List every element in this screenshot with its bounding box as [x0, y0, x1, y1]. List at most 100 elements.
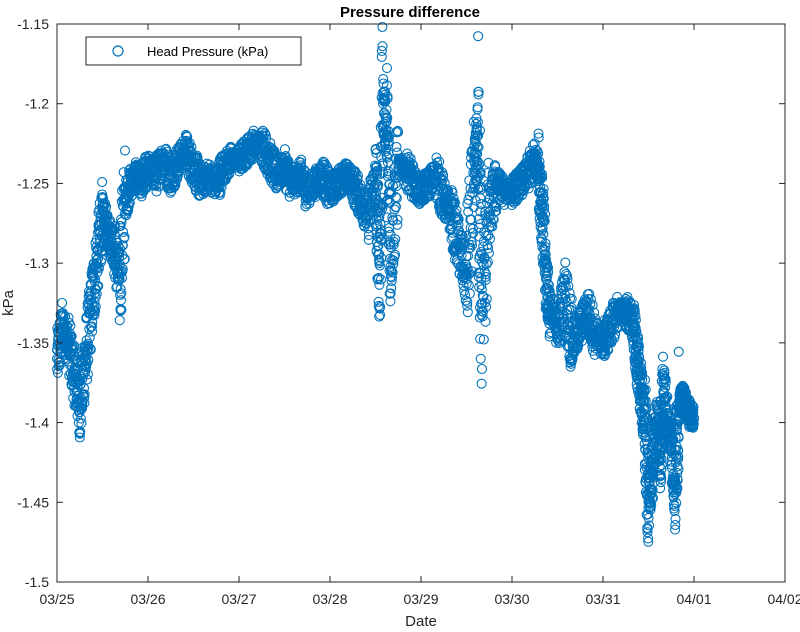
- data-point: [467, 223, 478, 234]
- data-point: [478, 334, 489, 345]
- data-point: [469, 181, 480, 192]
- data-point: [94, 233, 105, 244]
- data-point: [538, 228, 549, 240]
- data-point: [562, 324, 573, 336]
- data-point: [628, 321, 639, 332]
- data-point: [309, 178, 320, 189]
- data-point: [585, 293, 596, 305]
- data-point: [391, 193, 402, 204]
- data-point: [462, 263, 473, 274]
- data-point: [377, 160, 388, 171]
- data-point: [473, 86, 484, 97]
- data-point: [114, 274, 125, 285]
- data-point: [538, 188, 549, 199]
- data-point: [681, 401, 692, 412]
- data-point: [609, 332, 620, 344]
- data-point: [677, 393, 688, 404]
- data-point: [607, 335, 618, 346]
- data-point: [57, 297, 68, 309]
- data-point: [142, 162, 154, 173]
- data-point: [90, 284, 102, 295]
- legend-marker: [112, 45, 124, 57]
- data-point: [475, 353, 486, 364]
- y-tick-label: -1.3: [25, 255, 49, 271]
- data-point: [487, 221, 498, 232]
- data-point: [544, 305, 555, 317]
- data-point: [647, 484, 658, 495]
- data-point: [182, 131, 193, 142]
- data-point: [108, 242, 119, 253]
- data-point: [407, 159, 418, 170]
- data-point: [462, 307, 473, 318]
- data-point: [57, 321, 68, 332]
- data-point: [533, 132, 544, 143]
- y-tick-label: -1.35: [17, 335, 49, 351]
- data-point: [529, 154, 540, 165]
- data-point: [93, 281, 104, 292]
- data-point: [472, 104, 483, 115]
- data-point: [451, 212, 462, 224]
- data-point: [385, 296, 396, 307]
- data-point: [506, 186, 518, 197]
- data-point: [462, 300, 473, 311]
- data-point: [385, 265, 397, 276]
- data-point: [462, 250, 474, 261]
- data-point: [84, 332, 95, 343]
- data-point: [459, 289, 471, 300]
- data-point: [279, 144, 290, 155]
- x-tick-label: 03/30: [494, 591, 529, 607]
- data-point: [645, 483, 656, 494]
- data-point: [656, 453, 667, 464]
- data-point: [463, 243, 475, 254]
- data-point: [590, 313, 601, 324]
- data-point: [375, 274, 387, 285]
- data-point: [538, 193, 549, 204]
- data-point: [82, 369, 93, 380]
- data-point: [688, 418, 699, 430]
- data-point: [93, 263, 104, 274]
- y-tick-label: -1.5: [25, 574, 49, 590]
- data-point: [386, 265, 397, 277]
- data-point: [88, 261, 100, 272]
- data-point: [472, 141, 483, 152]
- data-point: [446, 210, 457, 221]
- data-point: [363, 229, 374, 240]
- data-point: [640, 430, 651, 441]
- data-point: [562, 273, 573, 285]
- y-tick-label: -1.2: [25, 96, 49, 112]
- data-point: [97, 210, 108, 221]
- data-point: [114, 315, 125, 326]
- data-point: [480, 274, 491, 285]
- data-point: [634, 352, 645, 363]
- data-point: [655, 477, 666, 488]
- data-point: [542, 262, 554, 273]
- data-point: [116, 288, 127, 299]
- data-point: [76, 395, 87, 406]
- data-point: [374, 279, 385, 290]
- data-point: [534, 156, 545, 167]
- data-point: [668, 499, 679, 510]
- data-point: [473, 31, 484, 42]
- data-point: [543, 267, 554, 278]
- data-point: [377, 41, 388, 52]
- data-point: [180, 146, 191, 157]
- data-point: [115, 295, 127, 306]
- data-point: [86, 321, 98, 332]
- data-point: [375, 309, 386, 320]
- data-point: [590, 329, 601, 340]
- data-point: [378, 74, 389, 85]
- data-point: [115, 283, 126, 295]
- data-point: [622, 292, 633, 303]
- data-point: [654, 449, 665, 460]
- data-point: [582, 305, 593, 317]
- data-point: [393, 162, 404, 173]
- data-point: [484, 233, 496, 244]
- data-point: [76, 418, 87, 429]
- y-tick-label: -1.4: [25, 415, 49, 431]
- data-point: [241, 146, 252, 157]
- data-point: [643, 497, 654, 508]
- data-markers: [51, 21, 700, 547]
- x-axis: 03/25 03/26 03/27 03/28 03/29 03/30 03/31 04/01…: [39, 24, 800, 607]
- data-point: [666, 433, 677, 444]
